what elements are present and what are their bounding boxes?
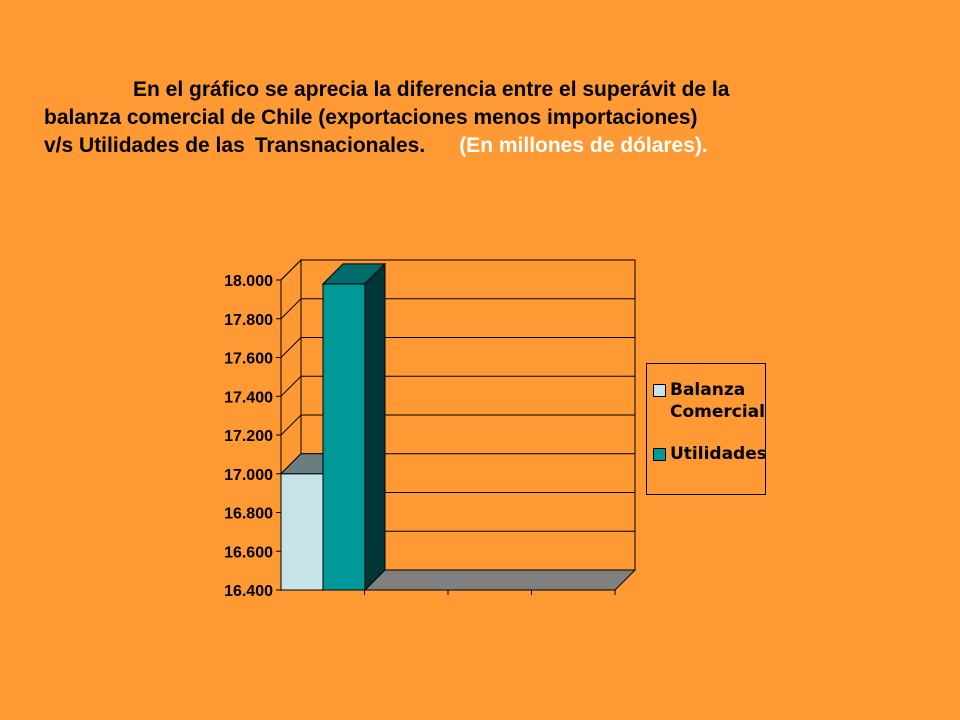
description-unit: (En millones de dólares).	[459, 134, 708, 157]
y-tick-label: 16.400	[224, 583, 273, 600]
gridline-side	[280, 298, 302, 320]
gridline-side	[280, 259, 302, 281]
y-tick-label: 18.000	[224, 273, 273, 290]
y-tick-label: 17.800	[224, 312, 273, 329]
y-tick-label: 17.400	[224, 389, 273, 406]
y-tick-label: 17.200	[224, 428, 273, 445]
bar-balanza	[280, 473, 324, 591]
legend-label-balanza-1: Balanza	[670, 380, 746, 400]
legend-label-balanza-2: Comercial	[670, 402, 765, 422]
description-line-2: balanza comercial de Chile (exportacione…	[44, 106, 698, 129]
gridline-side	[280, 337, 302, 358]
y-tick-label: 16.600	[224, 544, 273, 561]
description-line-1: En el gráfico se aprecia la diferencia e…	[133, 78, 730, 101]
chart-legend: Balanza Comercial Utilidades	[646, 363, 767, 495]
gridline-side	[280, 414, 302, 436]
gridline-side	[280, 375, 302, 397]
description-line-3: v/s Utilidades de las Transnacionales. (En…	[44, 132, 924, 160]
description-line-3-b: Transnacionales.	[254, 134, 426, 157]
description-line-3-a: v/s Utilidades de las	[44, 134, 245, 157]
legend-swatch-utilidades	[653, 448, 666, 461]
y-tick-label: 16.800	[224, 506, 273, 523]
y-tick-label: 17.600	[224, 351, 273, 368]
y-tick-label: 17.000	[224, 467, 273, 484]
legend-label-utilidades: Utilidades	[670, 444, 767, 464]
chart-description: En el gráfico se aprecia la diferencia e…	[44, 76, 924, 160]
bar-utilidades-side	[364, 262, 386, 592]
legend-swatch-balanza	[653, 384, 666, 397]
bar-utilidades	[322, 283, 366, 591]
